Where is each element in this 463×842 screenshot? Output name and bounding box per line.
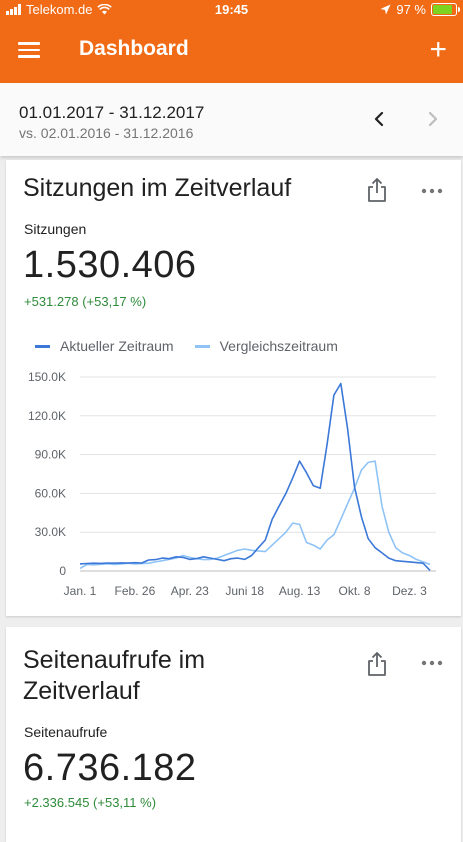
chart-legend: Aktueller Zeitraum Vergleichszeitraum <box>35 338 359 354</box>
date-range-bar[interactable]: 01.01.2017 - 31.12.2017 vs. 02.01.2016 -… <box>0 83 463 156</box>
y-tick-label: 120.0K <box>28 409 66 423</box>
pageviews-card: Seitenaufrufe im Zeitverlauf Seitenaufru… <box>6 627 461 842</box>
legend-item-current: Aktueller Zeitraum <box>35 338 174 354</box>
app-header: Telekom.de 19:45 97 % Dashboard + <box>0 0 463 83</box>
more-horizontal-icon[interactable] <box>421 658 443 668</box>
location-arrow-icon <box>380 4 391 15</box>
date-range-comparison[interactable]: vs. 02.01.2016 - 31.12.2016 <box>19 125 194 141</box>
x-tick-label: Juni 18 <box>225 584 264 598</box>
chevron-left-icon[interactable] <box>369 107 389 131</box>
card-title-line2: Zeitverlauf <box>23 677 140 705</box>
sessions-card: Sitzungen im Zeitverlauf Sitzungen 1.530… <box>6 160 461 616</box>
metric-label: Seitenaufrufe <box>24 724 108 740</box>
legend-swatch-comparison <box>194 344 210 348</box>
more-horizontal-icon[interactable] <box>421 186 443 196</box>
y-tick-label: 0 <box>59 564 66 578</box>
wifi-icon <box>97 4 113 15</box>
legend-swatch-current <box>35 344 50 348</box>
status-bar: Telekom.de 19:45 97 % <box>0 0 463 20</box>
x-tick-label: Jan. 1 <box>64 584 97 598</box>
x-tick-label: Dez. 3 <box>392 584 427 598</box>
card-title: Sitzungen im Zeitverlauf <box>23 174 292 202</box>
card-title-line1: Seitenaufrufe im <box>23 646 206 674</box>
legend-item-comparison: Vergleichszeitraum <box>194 338 338 354</box>
menu-icon[interactable] <box>18 42 40 58</box>
signal-icon <box>6 4 21 15</box>
y-tick-label: 30.0K <box>35 525 66 539</box>
sessions-line-chart: 0 30.0K 60.0K 90.0K 120.0K 150.0K Jan. 1 Feb. 2… <box>28 370 436 598</box>
metric-change: +2.336.545 (+53,11 %) <box>24 795 157 810</box>
legend-label: Aktueller Zeitraum <box>60 338 174 354</box>
chevron-right-icon[interactable] <box>423 107 443 131</box>
metric-change: +531.278 (+53,17 %) <box>24 294 147 309</box>
share-icon[interactable] <box>366 651 388 677</box>
metric-value: 1.530.406 <box>23 244 197 286</box>
y-tick-label: 90.0K <box>35 448 66 462</box>
x-tick-label: Okt. 8 <box>339 584 371 598</box>
battery-percentage: 97 % <box>396 2 426 17</box>
clock: 19:45 <box>214 2 249 17</box>
page-title: Dashboard <box>79 37 189 60</box>
metric-label: Sitzungen <box>24 221 87 237</box>
plus-icon[interactable]: + <box>429 33 447 66</box>
date-range-current[interactable]: 01.01.2017 - 31.12.2017 <box>19 103 205 122</box>
x-tick-label: Apr. 23 <box>171 584 209 598</box>
carrier-name: Telekom.de <box>26 2 93 17</box>
series-line-current <box>79 382 431 571</box>
metric-value: 6.736.182 <box>23 747 197 789</box>
x-tick-label: Aug. 13 <box>279 584 321 598</box>
battery-icon <box>431 3 460 16</box>
y-tick-label: 150.0K <box>28 370 66 384</box>
y-tick-label: 60.0K <box>35 486 66 500</box>
x-tick-label: Feb. 26 <box>115 584 156 598</box>
card-title: Seitenaufrufe im Zeitverlauf <box>23 645 205 707</box>
share-icon[interactable] <box>366 177 388 203</box>
legend-label: Vergleichszeitraum <box>219 338 338 354</box>
